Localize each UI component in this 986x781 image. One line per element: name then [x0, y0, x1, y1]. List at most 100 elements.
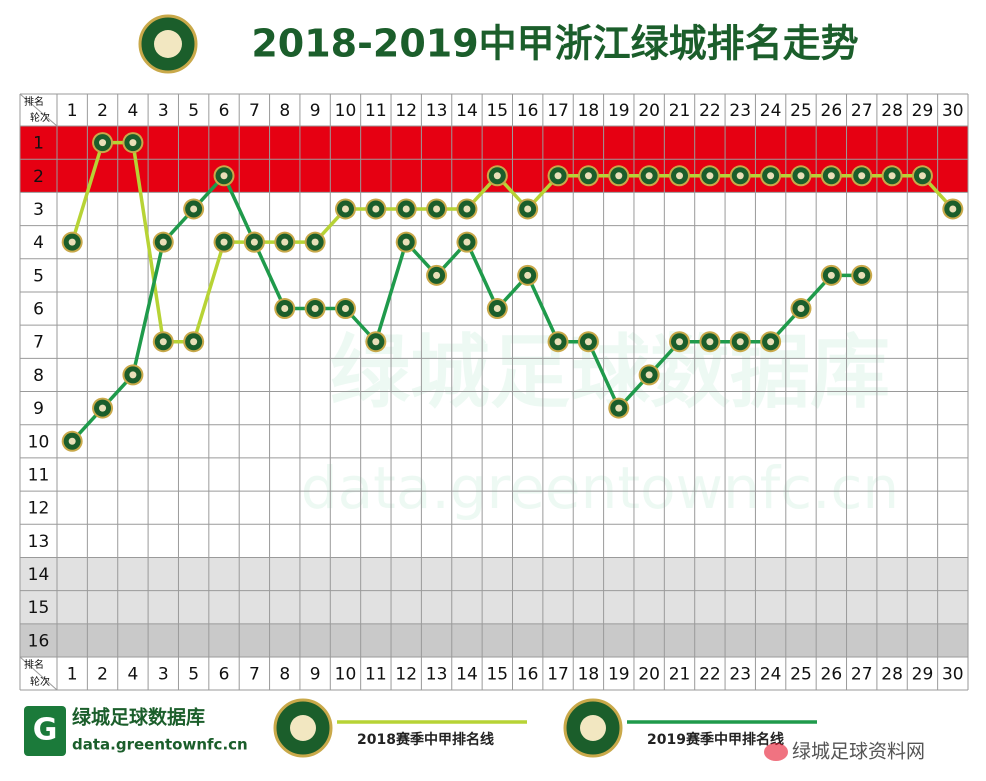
x-tick-label: 27	[851, 665, 873, 685]
svg-text:G: G	[33, 713, 58, 748]
x-tick-label: 16	[517, 101, 539, 121]
rank-point	[274, 298, 296, 320]
point-crest	[827, 172, 835, 180]
point-crest	[281, 238, 289, 246]
point-crest	[99, 139, 107, 147]
point-crest	[706, 172, 714, 180]
x-tick-label: 7	[249, 665, 260, 685]
point-crest	[433, 205, 441, 213]
rank-point	[486, 298, 508, 320]
rank-point	[577, 331, 599, 353]
y-tick-label: 3	[33, 200, 44, 220]
rank-point	[638, 165, 660, 187]
x-tick-label: 22	[699, 665, 721, 685]
rank-point	[61, 430, 83, 452]
point-crest	[281, 305, 289, 313]
rank-point	[881, 165, 903, 187]
rank-point	[669, 331, 691, 353]
corner-diagonal	[19, 656, 58, 691]
x-tick-label: 11	[365, 665, 387, 685]
point-crest	[463, 205, 471, 213]
rank-point	[456, 231, 478, 253]
rank-point	[942, 198, 964, 220]
x-tick-label: 26	[821, 101, 843, 121]
x-tick-label: 14	[456, 665, 478, 685]
rank-point	[820, 264, 842, 286]
rank-point	[729, 331, 751, 353]
rank-point	[304, 298, 326, 320]
y-tick-label: 1	[33, 134, 44, 154]
point-crest	[220, 238, 228, 246]
x-tick-label: 11	[365, 101, 387, 121]
watermark-url: data.greentownfc.cn	[301, 454, 899, 522]
point-crest	[524, 205, 532, 213]
row-band	[20, 557, 968, 591]
y-tick-label: 2	[33, 167, 44, 187]
weibo-name: 绿城足球资料网	[792, 741, 925, 763]
point-crest	[584, 338, 592, 346]
rank-point	[61, 231, 83, 253]
x-tick-label: 29	[912, 665, 934, 685]
rank-point	[608, 397, 630, 419]
x-tick-label: 17	[547, 665, 569, 685]
y-tick-label: 8	[33, 366, 44, 386]
rank-point	[365, 331, 387, 353]
y-tick-label: 10	[28, 432, 50, 452]
x-tick-label: 15	[486, 665, 508, 685]
x-tick-label: 3	[158, 665, 169, 685]
x-tick-label: 8	[279, 101, 290, 121]
rank-point	[426, 264, 448, 286]
point-crest	[372, 205, 380, 213]
labels: 排名轮次排名轮次11224433556677889910101111121213…	[19, 93, 964, 691]
x-tick-label: 26	[821, 665, 843, 685]
x-tick-label: 30	[942, 665, 964, 685]
rank-point	[699, 331, 721, 353]
x-tick-label: 7	[249, 101, 260, 121]
y-tick-label: 16	[28, 631, 50, 651]
point-crest	[159, 338, 167, 346]
x-tick-label: 2	[97, 101, 108, 121]
y-tick-label: 13	[28, 532, 50, 552]
point-crest	[402, 205, 410, 213]
x-tick-label: 13	[426, 101, 448, 121]
point-crest	[129, 139, 137, 147]
y-tick-label: 9	[33, 399, 44, 419]
x-tick-label: 2	[97, 665, 108, 685]
point-crest	[372, 338, 380, 346]
x-tick-label: 19	[608, 665, 630, 685]
point-crest	[767, 172, 775, 180]
corner-diagonal	[19, 93, 58, 127]
rank-point	[426, 198, 448, 220]
x-tick-label: 23	[729, 101, 751, 121]
y-tick-label: 14	[28, 565, 50, 585]
point-crest	[99, 404, 107, 412]
x-tick-label: 3	[158, 101, 169, 121]
point-crest	[827, 271, 835, 279]
point-crest	[68, 437, 76, 445]
x-tick-label: 5	[188, 101, 199, 121]
legend-label: 2018赛季中甲排名线	[357, 731, 494, 748]
y-tick-label: 4	[33, 233, 44, 253]
corner-rank: 排名	[24, 658, 44, 671]
y-tick-label: 11	[28, 465, 50, 485]
point-crest	[706, 338, 714, 346]
point-crest	[493, 305, 501, 313]
x-tick-label: 28	[881, 665, 903, 685]
x-tick-label: 15	[486, 101, 508, 121]
row-band	[20, 192, 968, 226]
rank-point	[183, 198, 205, 220]
rank-point	[820, 165, 842, 187]
point-crest	[918, 172, 926, 180]
club-logo	[138, 14, 198, 74]
rank-point	[122, 364, 144, 386]
footer-logo: G	[24, 706, 66, 756]
y-tick-label: 6	[33, 300, 44, 320]
row-band	[20, 590, 968, 624]
x-tick-label: 9	[310, 665, 321, 685]
rank-point	[669, 165, 691, 187]
footer-url: data.greentownfc.cn	[72, 736, 248, 754]
point-crest	[311, 238, 319, 246]
rank-point	[334, 198, 356, 220]
point-crest	[341, 205, 349, 213]
x-tick-label: 12	[395, 665, 417, 685]
